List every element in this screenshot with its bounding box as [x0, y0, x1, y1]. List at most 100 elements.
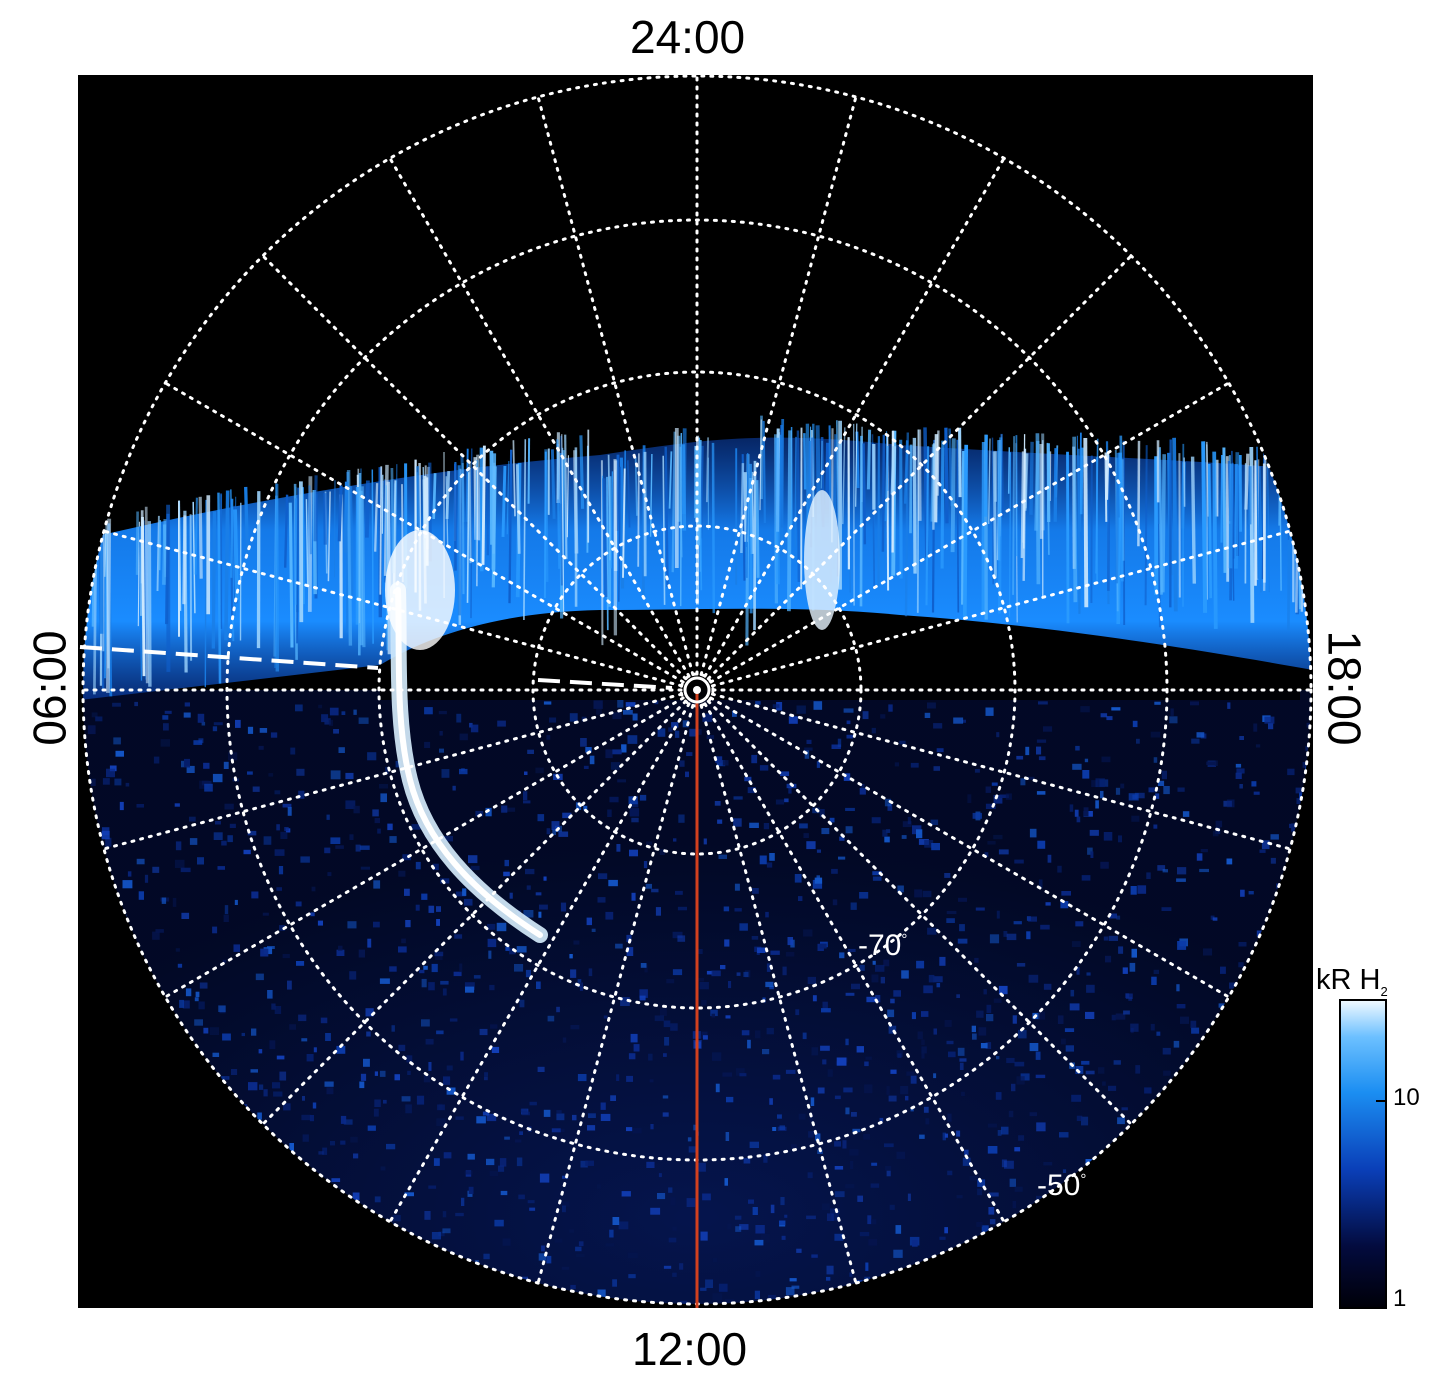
noise-speckle [1249, 891, 1254, 894]
noise-speckle [186, 988, 191, 996]
noise-speckle [1065, 1028, 1074, 1032]
noise-speckle [544, 877, 547, 881]
noise-speckle [808, 977, 816, 984]
noise-speckle [1010, 1309, 1017, 1318]
noise-speckle [501, 806, 507, 813]
noise-speckle [1169, 716, 1177, 723]
noise-speckle [1036, 747, 1041, 755]
noise-speckle [1174, 1041, 1180, 1048]
noise-speckle [992, 783, 998, 786]
noise-speckle [538, 814, 545, 821]
noise-speckle [1253, 724, 1257, 732]
noise-speckle [1014, 921, 1022, 924]
noise-speckle [1058, 1015, 1064, 1024]
noise-speckle [341, 1116, 346, 1124]
noise-speckle [837, 1058, 847, 1066]
noise-speckle [868, 1239, 877, 1246]
noise-speckle [827, 1266, 834, 1275]
noise-speckle [726, 1132, 730, 1141]
aurora-spike [137, 512, 138, 575]
noise-speckle [480, 1029, 488, 1035]
noise-speckle [616, 844, 620, 852]
noise-speckle [436, 919, 440, 926]
noise-speckle [713, 1258, 717, 1262]
noise-speckle [1137, 885, 1146, 894]
noise-speckle [621, 744, 626, 752]
noise-speckle [702, 1194, 711, 1201]
noise-speckle [1036, 1052, 1041, 1060]
aurora-spike [290, 503, 292, 648]
noise-speckle [264, 836, 272, 845]
noise-speckle [678, 815, 684, 823]
noise-speckle [769, 1098, 773, 1105]
noise-speckle [392, 1025, 395, 1032]
noise-speckle [1059, 1132, 1069, 1137]
noise-speckle [609, 1230, 613, 1238]
noise-speckle [1030, 829, 1037, 838]
noise-speckle [497, 923, 507, 931]
noise-speckle [1153, 825, 1157, 829]
aurora-spike [821, 441, 822, 489]
noise-speckle [1109, 936, 1118, 941]
aurora-spike [339, 485, 341, 541]
noise-speckle [887, 1171, 891, 1177]
noise-speckle [804, 833, 809, 838]
noise-speckle [1287, 769, 1294, 775]
noise-speckle [623, 710, 633, 715]
noise-speckle [958, 1048, 965, 1056]
noise-speckle [615, 944, 623, 949]
noise-speckle [1112, 1015, 1116, 1021]
noise-speckle [996, 1092, 1002, 1100]
noise-speckle [622, 1191, 631, 1196]
aurora-spike [750, 464, 751, 614]
noise-speckle [958, 898, 967, 902]
aurora-spike [231, 499, 232, 578]
noise-speckle [558, 832, 568, 837]
noise-speckle [1066, 1045, 1074, 1051]
noise-speckle [843, 1088, 852, 1093]
local-time-label-bottom: 12:00 [632, 1326, 747, 1372]
noise-speckle [838, 739, 841, 747]
noise-speckle [461, 1198, 464, 1206]
noise-speckle [1123, 967, 1128, 974]
noise-speckle [296, 961, 304, 966]
noise-speckle [393, 1215, 401, 1221]
noise-speckle [428, 1062, 431, 1071]
noise-speckle [1190, 701, 1199, 705]
noise-speckle [227, 835, 233, 842]
noise-speckle [906, 1072, 914, 1076]
noise-speckle [1010, 1179, 1016, 1187]
noise-speckle [610, 1095, 616, 1101]
noise-speckle [572, 1115, 577, 1120]
noise-speckle [520, 1000, 525, 1008]
noise-speckle [114, 779, 121, 786]
noise-speckle [443, 1211, 446, 1217]
noise-speckle [1077, 1116, 1083, 1121]
noise-speckle [1239, 736, 1244, 740]
noise-speckle [884, 1143, 894, 1147]
noise-speckle [760, 856, 767, 865]
noise-speckle [780, 771, 789, 776]
noise-speckle [1046, 902, 1051, 905]
noise-speckle [128, 1308, 134, 1316]
noise-speckle [1013, 1201, 1017, 1208]
noise-speckle [864, 1084, 872, 1093]
noise-speckle [368, 1126, 376, 1131]
noise-speckle [589, 968, 593, 976]
aurora-spike [1000, 437, 1001, 613]
noise-speckle [845, 1108, 849, 1115]
noise-speckle [301, 1038, 307, 1041]
noise-speckle [641, 963, 647, 968]
aurora-spike [297, 488, 298, 644]
noise-speckle [1006, 1058, 1014, 1063]
noise-speckle [1154, 702, 1160, 705]
noise-speckle [612, 749, 621, 754]
noise-speckle [1135, 1065, 1140, 1074]
noise-speckle [1176, 878, 1186, 882]
noise-speckle [342, 711, 346, 715]
aurora-spike [1081, 448, 1082, 515]
noise-speckle [277, 1056, 285, 1060]
noise-speckle [483, 1254, 489, 1260]
noise-speckle [460, 1052, 463, 1061]
noise-speckle [353, 710, 356, 715]
